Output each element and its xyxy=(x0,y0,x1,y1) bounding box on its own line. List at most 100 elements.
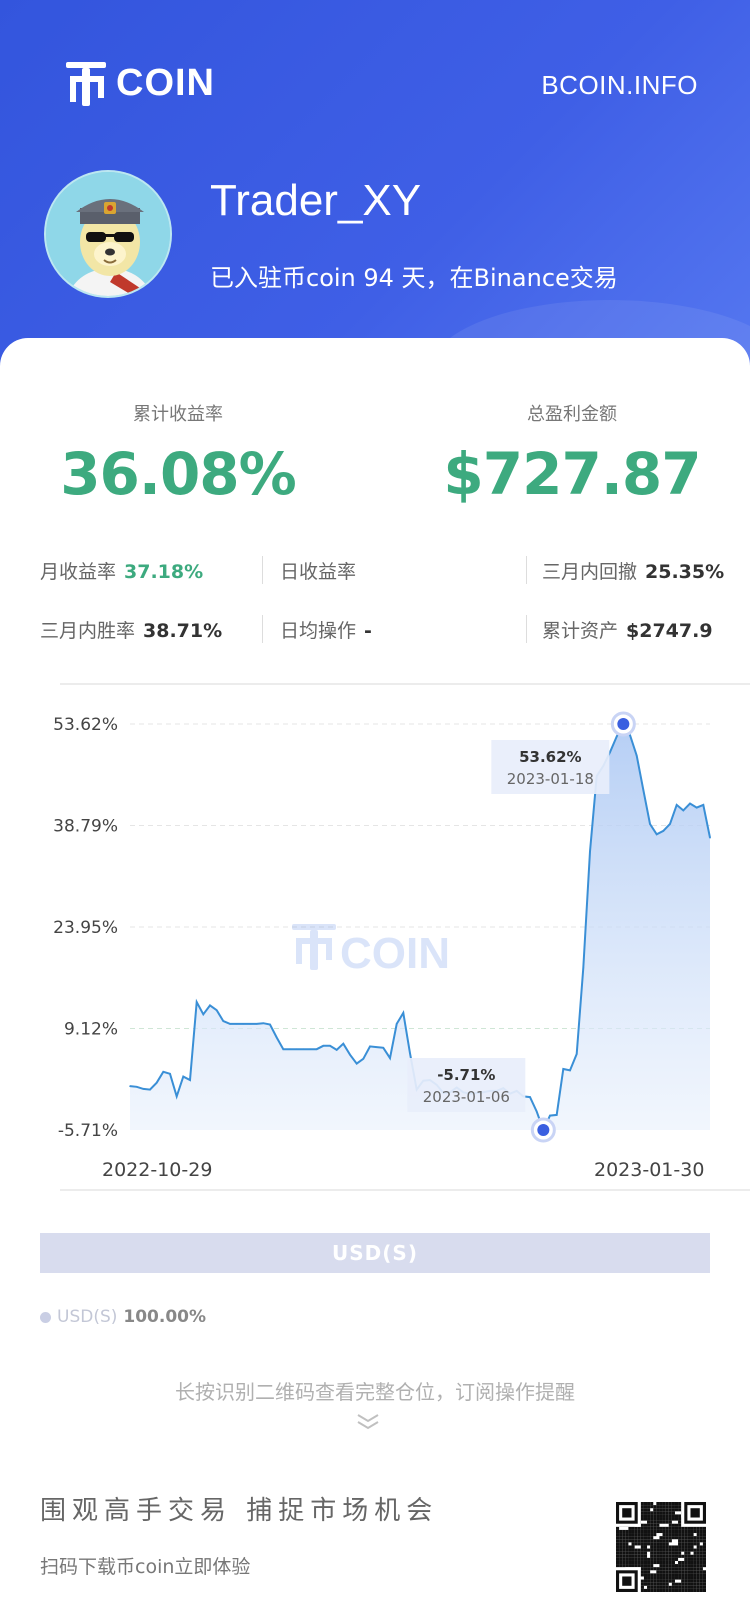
data-point xyxy=(662,830,665,832)
data-point xyxy=(175,1095,178,1098)
daily-ops-label: 日均操作 xyxy=(280,620,357,642)
data-point xyxy=(149,1088,151,1091)
asset-legend: USD(S) 100.00% xyxy=(40,1307,206,1327)
annotation-date: 2023-01-18 xyxy=(507,770,594,788)
watermark-logo: COIN xyxy=(292,924,450,978)
annotation-date: 2023-01-06 xyxy=(423,1088,510,1106)
total-assets-value: $2747.9 xyxy=(626,620,713,642)
data-point xyxy=(382,1047,385,1049)
brand-logo: COIN xyxy=(64,58,215,108)
watermark-text: COIN xyxy=(340,929,450,978)
divider xyxy=(526,556,527,584)
y-tick-label: -5.71% xyxy=(58,1121,118,1141)
data-point xyxy=(255,1023,258,1025)
data-point xyxy=(609,751,611,753)
y-tick-label: 9.12% xyxy=(64,1020,118,1040)
data-point xyxy=(642,789,645,791)
marker-dot xyxy=(537,1124,550,1136)
cum-return-label: 累计收益率 xyxy=(133,404,223,425)
marker-dot xyxy=(617,718,630,730)
data-point xyxy=(142,1088,145,1090)
data-point xyxy=(289,1048,291,1050)
daily-return: 日收益率 xyxy=(280,557,356,584)
data-point xyxy=(569,1069,571,1072)
return-chart[interactable]: 53.62% 38.79% 23.95% 9.12% -5.71% COIN 53.62… xyxy=(0,682,750,1192)
return-chart-svg[interactable]: 53.62% 38.79% 23.95% 9.12% -5.71% COIN 53.62… xyxy=(0,682,750,1192)
monthly-return-label: 月收益率 xyxy=(40,561,117,583)
daily-ops: 日均操作 - xyxy=(280,616,372,643)
data-point xyxy=(315,1048,318,1050)
data-point xyxy=(375,1046,378,1048)
data-point xyxy=(129,1085,131,1087)
data-point xyxy=(329,1044,331,1047)
legend-pct: 100.00% xyxy=(123,1307,207,1327)
data-point xyxy=(562,1068,565,1070)
data-point xyxy=(389,1057,391,1059)
cum-return-value: 36.08% xyxy=(60,440,297,508)
data-point xyxy=(355,1062,358,1065)
data-point xyxy=(575,1053,578,1055)
data-point xyxy=(262,1022,265,1024)
data-point xyxy=(689,802,691,805)
data-point xyxy=(282,1048,285,1050)
drawdown-value: 25.35% xyxy=(645,561,725,583)
x-label-start: 2022-10-29 xyxy=(102,1159,212,1181)
data-point xyxy=(349,1053,351,1056)
data-point xyxy=(635,754,638,757)
data-point xyxy=(555,1114,558,1116)
total-assets: 累计资产 $2747.9 xyxy=(542,616,713,643)
data-point xyxy=(369,1045,371,1048)
y-tick-label: 23.95% xyxy=(53,918,118,938)
data-point xyxy=(582,966,585,969)
annotation-box xyxy=(407,1058,526,1112)
data-point xyxy=(135,1086,138,1088)
slogan: 围观高手交易 捕捉市场机会 xyxy=(40,1496,439,1526)
chart-area xyxy=(130,724,710,1130)
data-point xyxy=(682,809,685,812)
asset-allocation-bar: USD(S) xyxy=(40,1233,710,1273)
data-point xyxy=(215,1009,218,1011)
data-point xyxy=(409,1052,411,1055)
data-point xyxy=(402,1012,405,1014)
data-point xyxy=(162,1070,165,1073)
data-point xyxy=(302,1048,305,1050)
data-point xyxy=(229,1023,231,1025)
legend-dot-icon xyxy=(40,1311,51,1323)
data-point xyxy=(322,1044,325,1047)
data-point xyxy=(549,1114,551,1117)
data-point xyxy=(195,1001,198,1003)
daily-ops-value: - xyxy=(364,620,372,642)
daily-return-label: 日收益率 xyxy=(280,561,357,583)
data-point xyxy=(189,1079,191,1081)
divider xyxy=(262,615,263,643)
x-label-end: 2023-01-30 xyxy=(594,1159,704,1181)
data-point xyxy=(235,1023,238,1025)
divider xyxy=(526,615,527,643)
data-point xyxy=(342,1042,345,1045)
username: Trader_XY xyxy=(210,176,422,225)
qr-code-icon[interactable] xyxy=(616,1502,706,1592)
annotation-value: -5.71% xyxy=(437,1066,495,1084)
site-url[interactable]: BCOIN.INFO xyxy=(541,70,698,100)
data-point xyxy=(169,1073,171,1075)
data-point xyxy=(362,1057,365,1060)
data-point xyxy=(309,1048,311,1050)
logo-text: COIN xyxy=(116,61,215,104)
annotation-value: 53.62% xyxy=(519,748,581,766)
joined-info: 已入驻币coin 94 天，在Binance交易 xyxy=(210,264,618,292)
avatar xyxy=(44,170,172,298)
extreme-marker: -5.71% 2023-01-06 xyxy=(407,1058,556,1143)
data-point xyxy=(275,1036,278,1039)
monthly-return-value: 37.18% xyxy=(124,561,204,583)
download-hint: 扫码下载币coin立即体验 xyxy=(40,1556,251,1578)
data-point xyxy=(182,1075,185,1078)
data-point xyxy=(669,823,671,825)
data-point xyxy=(649,823,651,825)
drawdown-label: 三月内回撤 xyxy=(542,561,638,583)
data-point xyxy=(155,1081,158,1084)
data-point xyxy=(615,735,618,738)
data-point xyxy=(535,1110,538,1113)
y-tick-label: 53.62% xyxy=(53,715,118,735)
qr-hint: 长按识别二维码查看完整仓位，订阅操作提醒 xyxy=(175,1380,575,1404)
data-point xyxy=(242,1023,245,1025)
